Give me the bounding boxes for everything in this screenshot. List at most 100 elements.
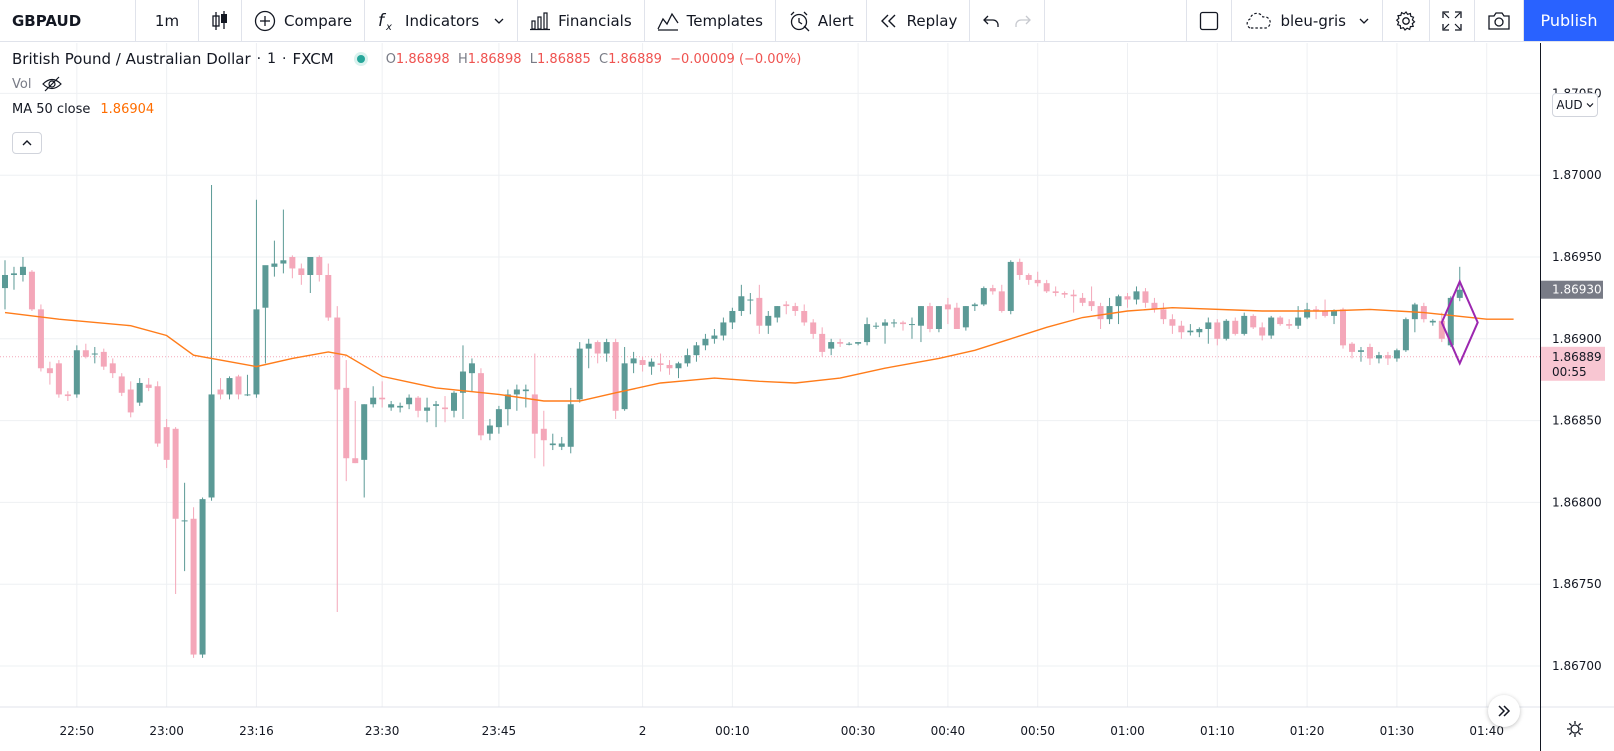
replay-button[interactable]: Replay (867, 0, 971, 41)
financials-label: Financials (558, 11, 632, 30)
eye-off-icon[interactable] (41, 76, 63, 92)
candle-body (127, 389, 134, 413)
candle-body (172, 428, 179, 519)
candle-body (711, 335, 718, 339)
toolbar-spacer (1045, 0, 1186, 41)
candle-body (926, 306, 933, 329)
collapse-legend-button[interactable] (12, 132, 42, 154)
drawing-layer[interactable] (1440, 279, 1479, 366)
diamond-drawing[interactable] (1440, 279, 1479, 366)
snapshot-button[interactable] (1475, 0, 1524, 41)
chart-area[interactable]: 1.870501.870001.869501.869001.868501.868… (0, 43, 1614, 751)
legend-separator: · (256, 51, 262, 67)
candle-body (55, 363, 62, 395)
candle (621, 346, 628, 411)
candle (756, 284, 763, 334)
chart-type-button[interactable] (199, 0, 242, 41)
candle-body (792, 306, 799, 311)
chevron-down-icon[interactable] (1358, 15, 1370, 27)
candle (181, 482, 188, 572)
candle (711, 328, 718, 344)
price-tick-label: 1.86900 (1552, 332, 1602, 346)
legend-volume[interactable]: Vol (12, 76, 63, 92)
candle (873, 322, 880, 329)
time-tick-label: 00:30 (841, 724, 876, 738)
candle (1268, 315, 1275, 339)
symbol-search-button[interactable]: GBPAUD (0, 0, 136, 41)
scroll-to-realtime-button[interactable] (1488, 695, 1520, 727)
saved-layout-button[interactable]: bleu-gris (1232, 0, 1383, 41)
publish-button[interactable]: Publish (1524, 0, 1614, 41)
candle (917, 306, 924, 343)
interval-button[interactable]: 1m (136, 0, 199, 41)
candle (1169, 314, 1176, 334)
candle (118, 373, 125, 397)
candle-body (1151, 302, 1158, 310)
candle-body (1366, 346, 1373, 359)
candle-body (1384, 355, 1391, 359)
candle (1025, 273, 1032, 285)
candle (810, 319, 817, 339)
time-axis-settings-icon[interactable] (1567, 721, 1583, 737)
candle (145, 378, 152, 392)
currency-button[interactable]: AUD (1552, 93, 1598, 117)
candle (900, 320, 906, 331)
layout-select-button[interactable] (1186, 0, 1233, 41)
price-chart[interactable]: 1.870501.870001.869501.869001.868501.868… (0, 43, 1614, 751)
candle (217, 378, 224, 400)
compare-button[interactable]: Compare (242, 0, 366, 41)
candle-body (397, 405, 404, 408)
candle-body (1178, 325, 1185, 333)
candle (1187, 324, 1194, 336)
alert-button[interactable]: Alert (776, 0, 867, 41)
time-axis[interactable]: 22:50 23:00 23:16 23:30 23:45 2 00:10 00:30 00:4… (60, 724, 1504, 738)
chevron-down-icon[interactable] (493, 15, 505, 27)
candle-body (1304, 309, 1311, 318)
candle (477, 368, 484, 441)
legend-main[interactable]: British Pound / Australian Dollar · 1 · … (12, 50, 801, 68)
candle-body (1133, 291, 1140, 300)
price-tick-label: 1.86700 (1552, 659, 1602, 673)
candle (1061, 291, 1068, 298)
candle (163, 418, 170, 469)
candle (1438, 312, 1445, 343)
candle-body (864, 324, 871, 343)
candle (55, 360, 62, 398)
candle-body (1142, 291, 1149, 303)
candle (388, 400, 395, 411)
candle (271, 240, 278, 277)
candle-body (82, 350, 89, 357)
candle (801, 304, 808, 326)
candle-body (1196, 328, 1203, 333)
candle (1411, 302, 1418, 333)
candle (442, 396, 449, 423)
price-axis[interactable]: 1.870501.870001.869501.869001.868501.868… (1541, 86, 1605, 673)
candle-body (1250, 315, 1257, 328)
undo-icon[interactable] (982, 14, 1000, 28)
time-tick-label: 01:10 (1200, 724, 1235, 738)
candle-body (1043, 283, 1050, 292)
candle (1322, 299, 1329, 318)
candle (837, 338, 844, 347)
legend-ma[interactable]: MA 50 close 1.86904 (12, 102, 154, 117)
candle-body (603, 342, 610, 354)
candle-body (774, 306, 781, 318)
settings-button[interactable] (1383, 0, 1430, 41)
candle-body (1447, 297, 1454, 346)
candle-body (1295, 317, 1302, 326)
candle (459, 345, 466, 419)
fullscreen-button[interactable] (1430, 0, 1475, 41)
candle (792, 302, 799, 316)
templates-button[interactable]: Templates (645, 0, 776, 41)
redo-icon[interactable] (1014, 14, 1032, 28)
candle (908, 317, 915, 339)
change-value: −0.00009 (−0.00%) (670, 51, 802, 67)
financials-button[interactable]: Financials (518, 0, 645, 41)
gear-icon (1395, 10, 1416, 31)
candle (1196, 327, 1203, 338)
svg-text:x: x (385, 22, 392, 32)
candle-body (1259, 327, 1266, 336)
candle (343, 360, 350, 482)
candle (576, 342, 583, 403)
